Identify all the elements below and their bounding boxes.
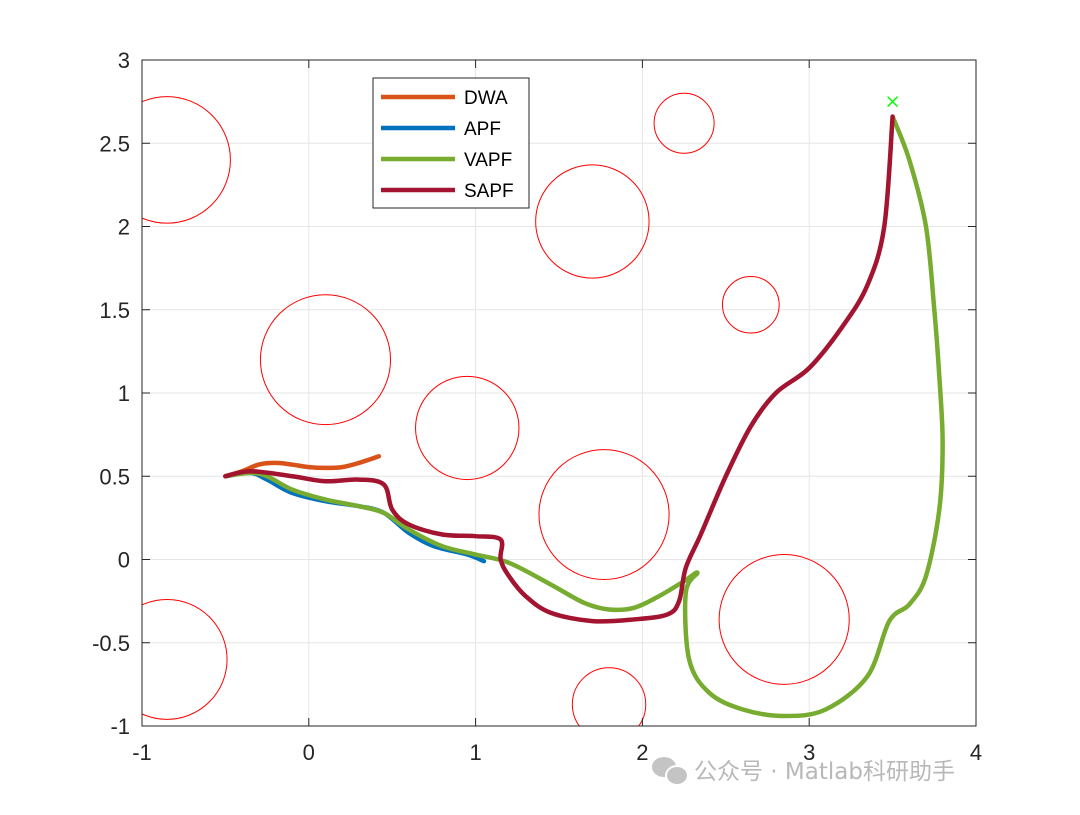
series-lines <box>223 114 945 719</box>
goal-marker <box>887 96 899 108</box>
obstacle-circle <box>571 667 647 726</box>
obstacle-circle <box>415 375 520 481</box>
y-tick-label: 0 <box>118 548 130 573</box>
legend-label-vapf: VAPF <box>464 150 512 171</box>
obstacle-circle <box>259 294 392 426</box>
x-tick-label: 3 <box>803 740 815 765</box>
axis-ticks: -1 0 1 2 3 4 -1 -0.5 0 0.5 1 1.5 2 2.5 3 <box>92 48 982 765</box>
obstacle-circle <box>142 598 228 720</box>
x-tick-label: 0 <box>303 740 315 765</box>
watermark: 公众号 · Matlab科研助手 <box>652 752 955 786</box>
obstacle-circle <box>142 96 231 224</box>
series-line-dwa <box>223 454 382 479</box>
watermark-text: 公众号 · Matlab科研助手 <box>694 759 955 785</box>
goal-cross-b <box>887 96 899 108</box>
y-tick-label: -1 <box>110 714 130 739</box>
legend-label-dwa: DWA <box>464 88 508 109</box>
x-tick-label: -1 <box>132 740 152 765</box>
y-tick-label: 2 <box>118 215 130 240</box>
y-tick-label: 2.5 <box>99 131 130 156</box>
obstacle-circle <box>538 449 670 580</box>
series-line-vapf <box>223 114 945 719</box>
obstacle-circle <box>718 554 850 685</box>
x-tick-label: 1 <box>469 740 481 765</box>
obstacle-circle <box>721 275 780 334</box>
legend-box <box>372 77 530 209</box>
x-tick-label: 2 <box>636 740 648 765</box>
obstacle-circle <box>535 164 650 279</box>
legend-label-sapf: SAPF <box>464 181 514 202</box>
legend: DWA APF VAPF SAPF <box>372 77 530 209</box>
y-tick-label: 1 <box>118 381 130 406</box>
y-tick-label: 0.5 <box>99 464 130 489</box>
wechat-icon <box>652 755 689 786</box>
x-tick-label: 4 <box>970 740 982 765</box>
series-line-sapf <box>223 114 895 624</box>
legend-label-apf: APF <box>464 119 501 140</box>
y-tick-label: 1.5 <box>99 298 130 323</box>
obstacles <box>142 92 850 726</box>
obstacle-circle <box>653 92 715 154</box>
y-tick-label: 3 <box>118 48 130 73</box>
y-tick-label: -0.5 <box>92 631 130 656</box>
